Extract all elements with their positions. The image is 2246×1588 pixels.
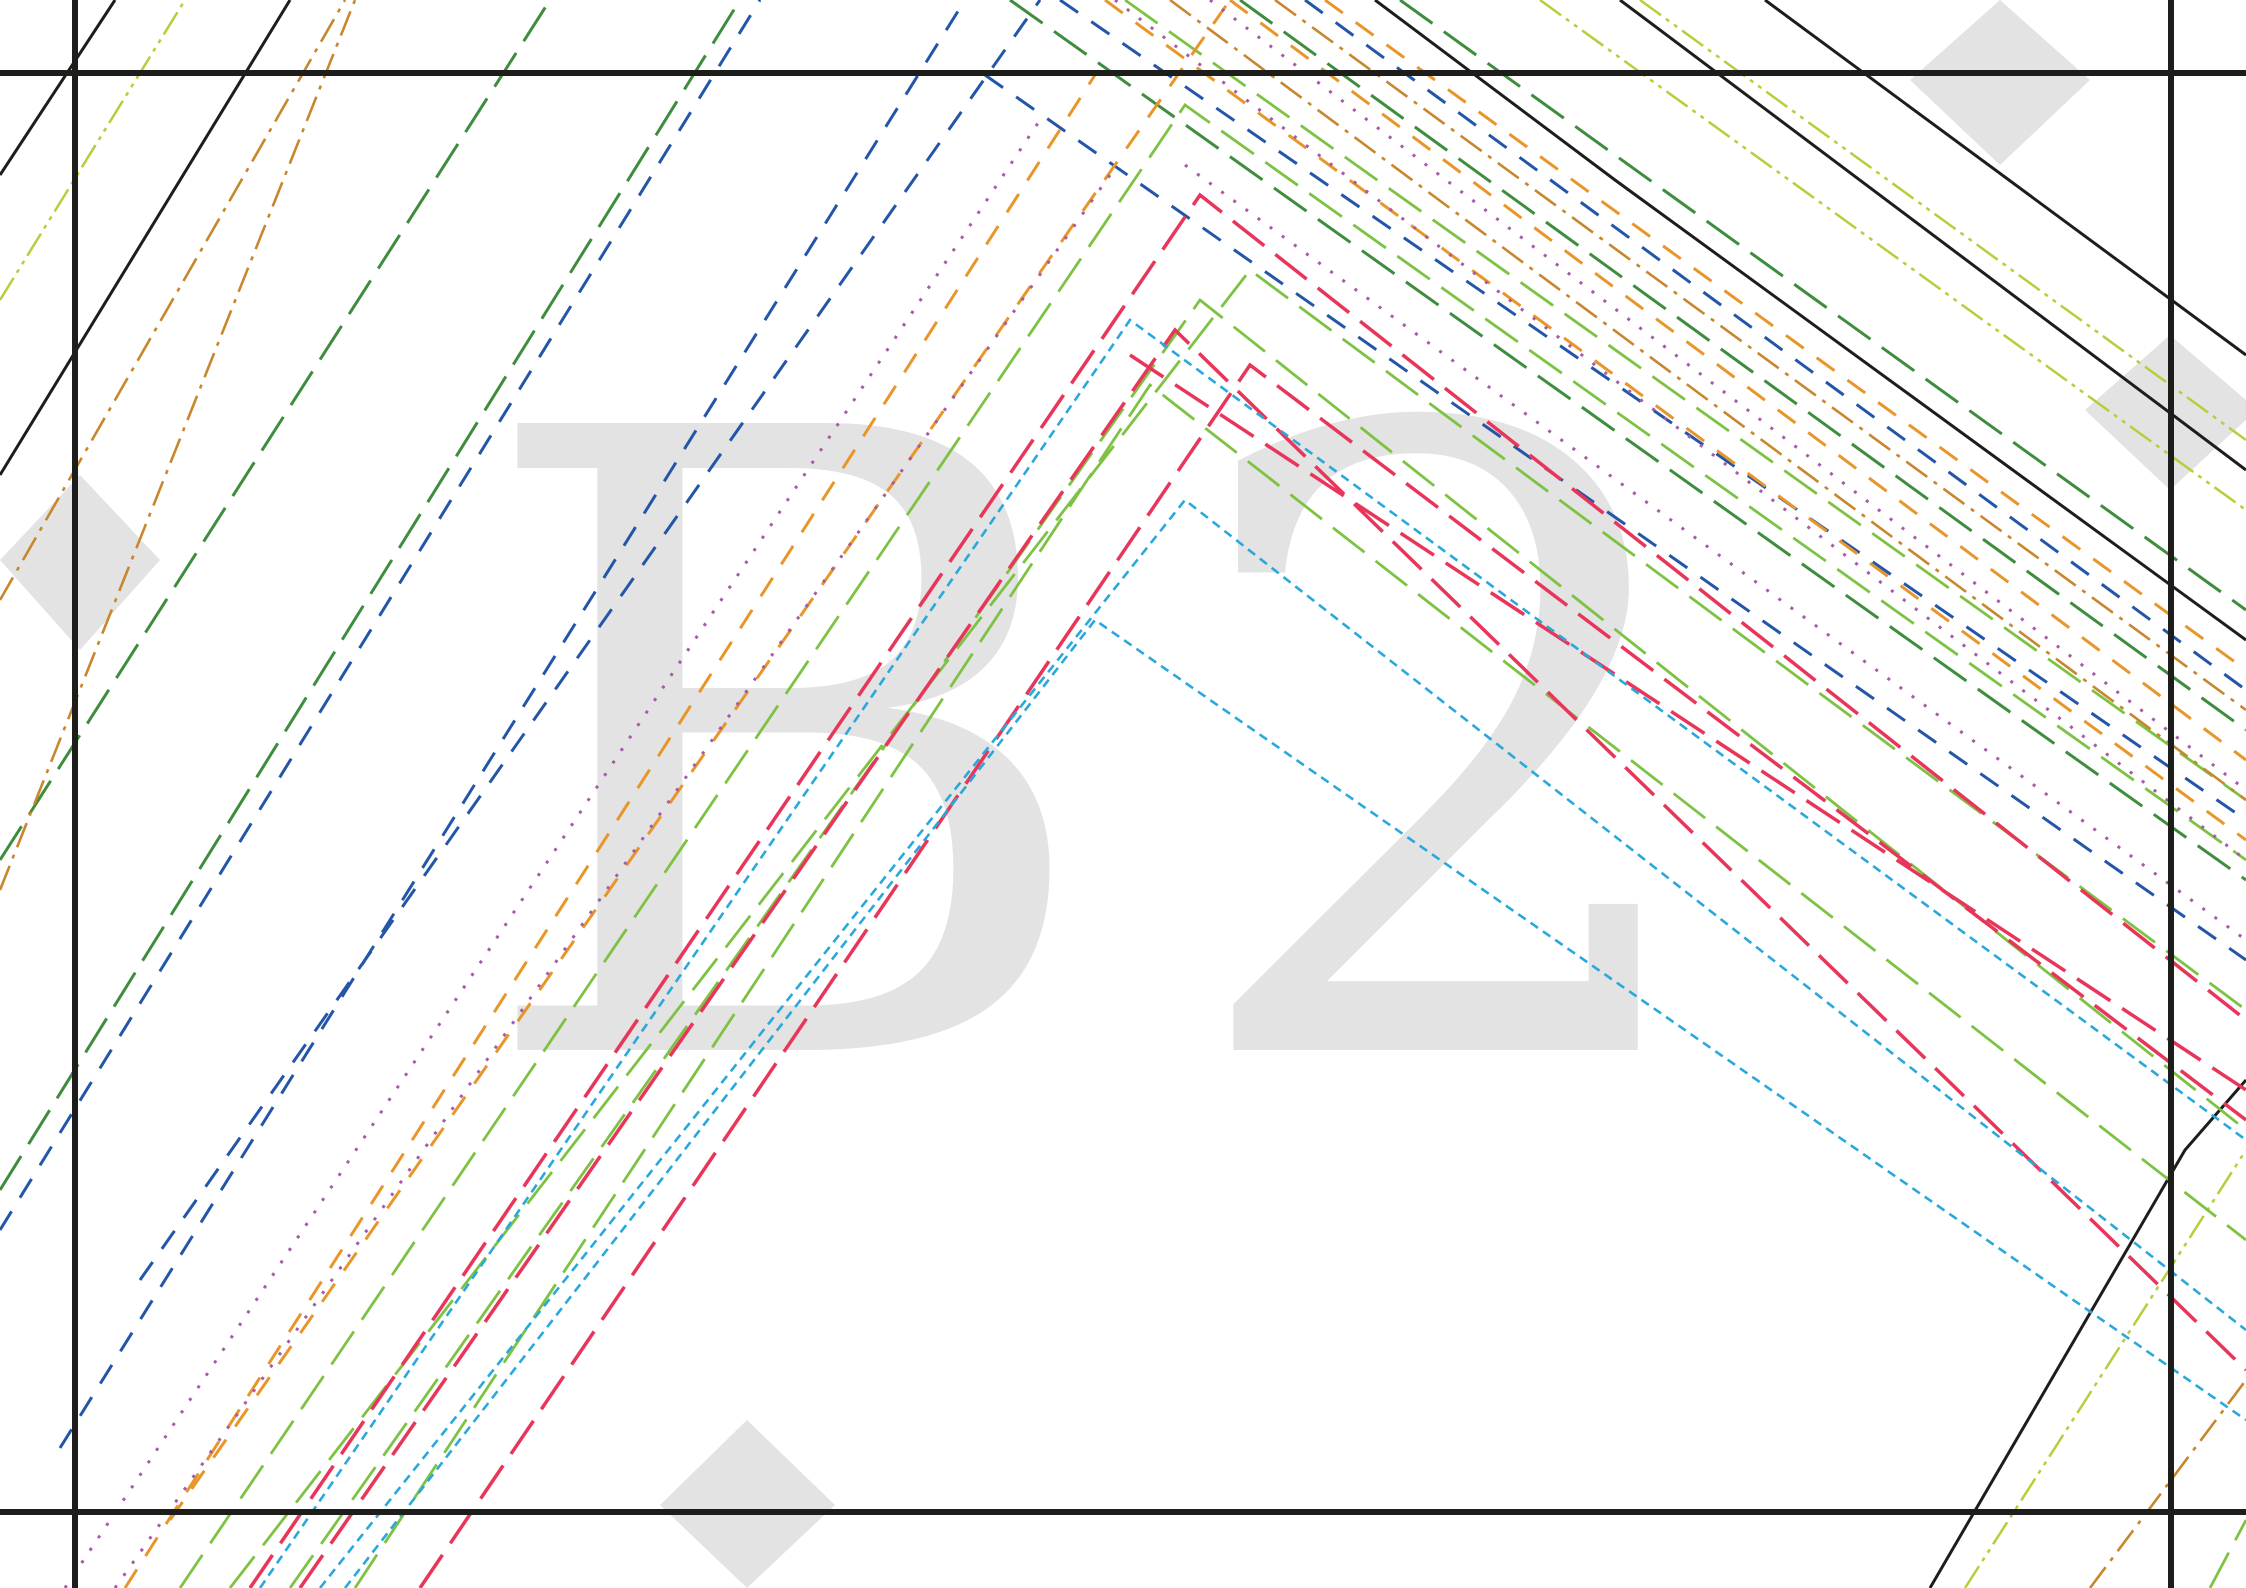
diamond-shape bbox=[1910, 0, 2090, 165]
route-line-orange bbox=[168, 0, 1232, 1521]
route-line-purple bbox=[113, 174, 1112, 1588]
route-line-red bbox=[248, 192, 2246, 1588]
route-line-dark-green bbox=[1009, 0, 2246, 882]
route-line-cyan bbox=[343, 618, 2246, 1588]
route-line-yellow-green bbox=[1539, 0, 2246, 512]
route-line-yellow-green bbox=[0, 0, 187, 301]
route-line-cyan bbox=[318, 498, 2246, 1588]
route-line-dark-blue bbox=[984, 73, 2246, 962]
route-line-red bbox=[418, 362, 2246, 1588]
route-line-light-green bbox=[288, 297, 2246, 1588]
diamond-shape bbox=[2085, 335, 2246, 490]
route-line-brown-orange bbox=[1274, 0, 2246, 712]
route-line-black bbox=[1374, 0, 2246, 642]
route-line-cyan bbox=[258, 318, 2246, 1588]
route-line-orange bbox=[123, 74, 1097, 1588]
diamond-shape bbox=[0, 475, 160, 650]
route-line-black bbox=[0, 0, 292, 476]
route-line-dark-blue bbox=[138, 0, 1042, 1281]
route-line-yellow-green bbox=[1963, 1149, 2246, 1588]
route-line-dark-blue bbox=[1304, 0, 2246, 692]
route-line-black bbox=[1619, 0, 2246, 472]
route-line-orange bbox=[1104, 0, 2246, 842]
route-line-red bbox=[298, 327, 2246, 1588]
route-line-light-green bbox=[178, 103, 2246, 1588]
route-line-dark-green bbox=[0, 0, 552, 861]
route-line-dark-green bbox=[0, 0, 742, 1191]
route-line-black bbox=[1764, 0, 2246, 357]
route-line-brown-orange bbox=[0, 0, 347, 601]
watermark-group: B 2 bbox=[470, 252, 1722, 1253]
watermark-letter: B bbox=[470, 252, 1102, 1253]
route-line-orange bbox=[1229, 0, 2246, 762]
route-line-light-green bbox=[228, 268, 2246, 1588]
route-line-dark-blue bbox=[1059, 0, 2246, 822]
route-line-black bbox=[0, 0, 117, 176]
route-line-light-green bbox=[2208, 1519, 2246, 1588]
route-line-brown-orange bbox=[0, 0, 357, 891]
route-line-dark-blue bbox=[0, 0, 762, 1231]
route-line-dark-blue bbox=[58, 0, 967, 1449]
diamond-shape bbox=[660, 1420, 835, 1588]
route-line-dark-green bbox=[1239, 0, 2246, 732]
route-line-dark-green bbox=[1399, 0, 2246, 612]
route-line-red bbox=[1129, 353, 2246, 1092]
route-line-light-green bbox=[1124, 0, 2246, 802]
route-line-brown-orange bbox=[1169, 0, 2246, 802]
route-line-light-green bbox=[353, 382, 2246, 1588]
